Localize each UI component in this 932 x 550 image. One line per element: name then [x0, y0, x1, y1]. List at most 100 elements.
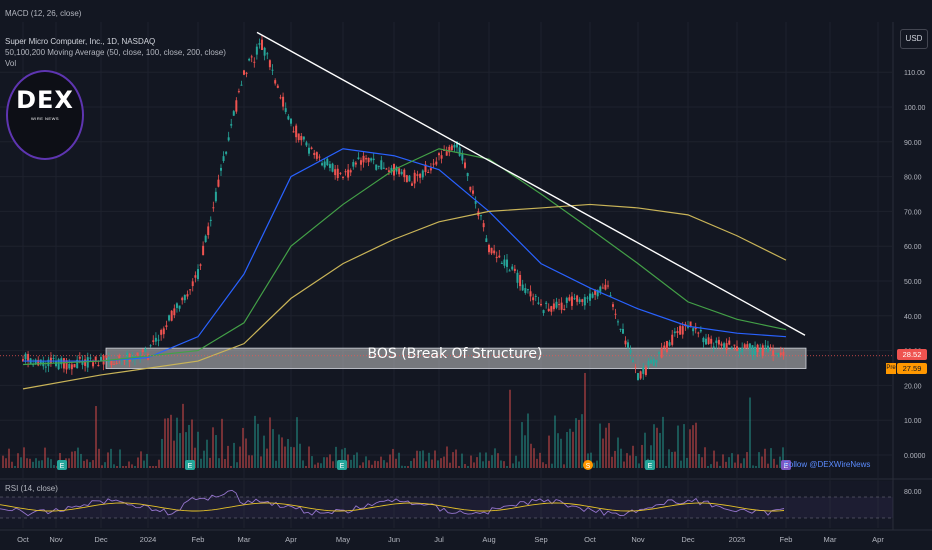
candle-body	[725, 343, 728, 351]
volume-bar	[41, 460, 43, 468]
volume-bar	[137, 457, 139, 468]
candle-body	[485, 238, 488, 242]
pre-market-price-tag: 27.59	[897, 363, 927, 374]
volume-bar	[497, 453, 499, 468]
candle-body	[170, 310, 173, 321]
candle-body	[568, 297, 571, 301]
candle-body	[78, 356, 81, 359]
volume-bar	[53, 465, 55, 468]
volume-bar	[125, 466, 127, 468]
price-tick-label: 10.00	[904, 418, 922, 425]
earnings-marker-icon[interactable]	[337, 460, 347, 470]
volume-bar	[473, 462, 475, 468]
candle-body	[710, 338, 713, 344]
moving-average-100	[22, 148, 787, 366]
earnings-marker-icon[interactable]	[57, 460, 67, 470]
price-tick-label: 40.00	[904, 314, 922, 321]
volume-bar	[197, 431, 199, 468]
candle-body	[107, 357, 110, 363]
candle-body	[39, 359, 42, 365]
volume-bar	[119, 449, 121, 468]
volume-bar	[551, 463, 553, 468]
candle-body	[220, 167, 222, 171]
volume-bar	[416, 450, 418, 468]
candle-body	[292, 131, 295, 133]
candle-body	[573, 298, 576, 300]
volume-bar	[608, 423, 610, 468]
candle-body	[427, 171, 430, 173]
volume-bar	[230, 466, 232, 468]
candle-body	[519, 275, 522, 287]
candle-body	[105, 356, 108, 358]
follow-link[interactable]: Follow @DEXWireNews	[784, 460, 871, 469]
candle-body	[110, 360, 113, 366]
volume-bar	[665, 466, 667, 468]
volume-bar	[173, 440, 175, 468]
candle-body	[632, 360, 634, 363]
candle-body	[591, 293, 594, 298]
volume-bar	[593, 462, 595, 468]
candle-body	[300, 136, 303, 141]
volume-bar	[5, 458, 7, 468]
price-tick-label: 70.00	[904, 209, 922, 216]
candle-body	[609, 295, 612, 297]
earnings-marker-icon[interactable]	[645, 460, 655, 470]
candle-body	[240, 84, 243, 86]
volume-bar	[734, 462, 736, 468]
candle-body	[604, 284, 607, 290]
candle-body	[627, 342, 629, 348]
volume-bar	[773, 458, 775, 468]
candle-body	[513, 268, 516, 271]
candle-body	[86, 357, 89, 368]
volume-bar	[302, 460, 304, 468]
volume-bar	[446, 446, 448, 468]
earnings-marker-icon[interactable]	[185, 460, 195, 470]
candle-body	[532, 297, 535, 301]
volume-bar	[164, 418, 166, 468]
candle-body	[323, 161, 326, 168]
macd-legend: MACD (12, 26, close)	[5, 9, 82, 18]
volume-bar	[548, 435, 550, 468]
candle-body	[589, 293, 591, 301]
volume-bar	[278, 434, 280, 468]
candle-body	[443, 150, 446, 152]
volume-bar	[296, 417, 298, 468]
candle-body	[334, 169, 337, 176]
volume-bar	[527, 413, 529, 468]
candle-body	[668, 342, 671, 346]
volume-bar	[191, 419, 193, 468]
volume-bar	[314, 464, 316, 468]
volume-bar	[170, 414, 172, 468]
candle-body	[204, 235, 207, 243]
candle-body	[432, 163, 435, 165]
currency-button[interactable]: USD	[900, 29, 928, 49]
volume-bar	[410, 460, 412, 468]
volume-bar	[434, 450, 436, 468]
volume-bar	[158, 459, 160, 468]
candle-body	[398, 168, 401, 175]
candle-body	[222, 156, 225, 162]
candle-body	[681, 326, 684, 335]
volume-bar	[8, 448, 10, 468]
candle-body	[413, 172, 416, 184]
volume-bar	[740, 463, 742, 468]
candle-body	[326, 158, 329, 166]
volume-bar	[275, 460, 277, 468]
candle-body	[282, 96, 285, 107]
volume-bar	[602, 438, 604, 468]
candle-body	[365, 158, 368, 160]
volume-bar	[383, 460, 385, 468]
candle-body	[243, 70, 245, 75]
time-tick-label: Dec	[94, 535, 108, 544]
candle-body	[663, 345, 666, 348]
volume-bar	[743, 458, 745, 468]
split-marker-icon[interactable]	[583, 460, 593, 470]
candle-body	[362, 155, 365, 163]
candle-body	[624, 340, 627, 345]
candle-body	[380, 160, 383, 170]
volume-bar	[47, 457, 49, 468]
earnings-marker-icon[interactable]	[781, 460, 791, 470]
volume-bar	[77, 447, 79, 468]
volume-bar	[401, 465, 403, 468]
